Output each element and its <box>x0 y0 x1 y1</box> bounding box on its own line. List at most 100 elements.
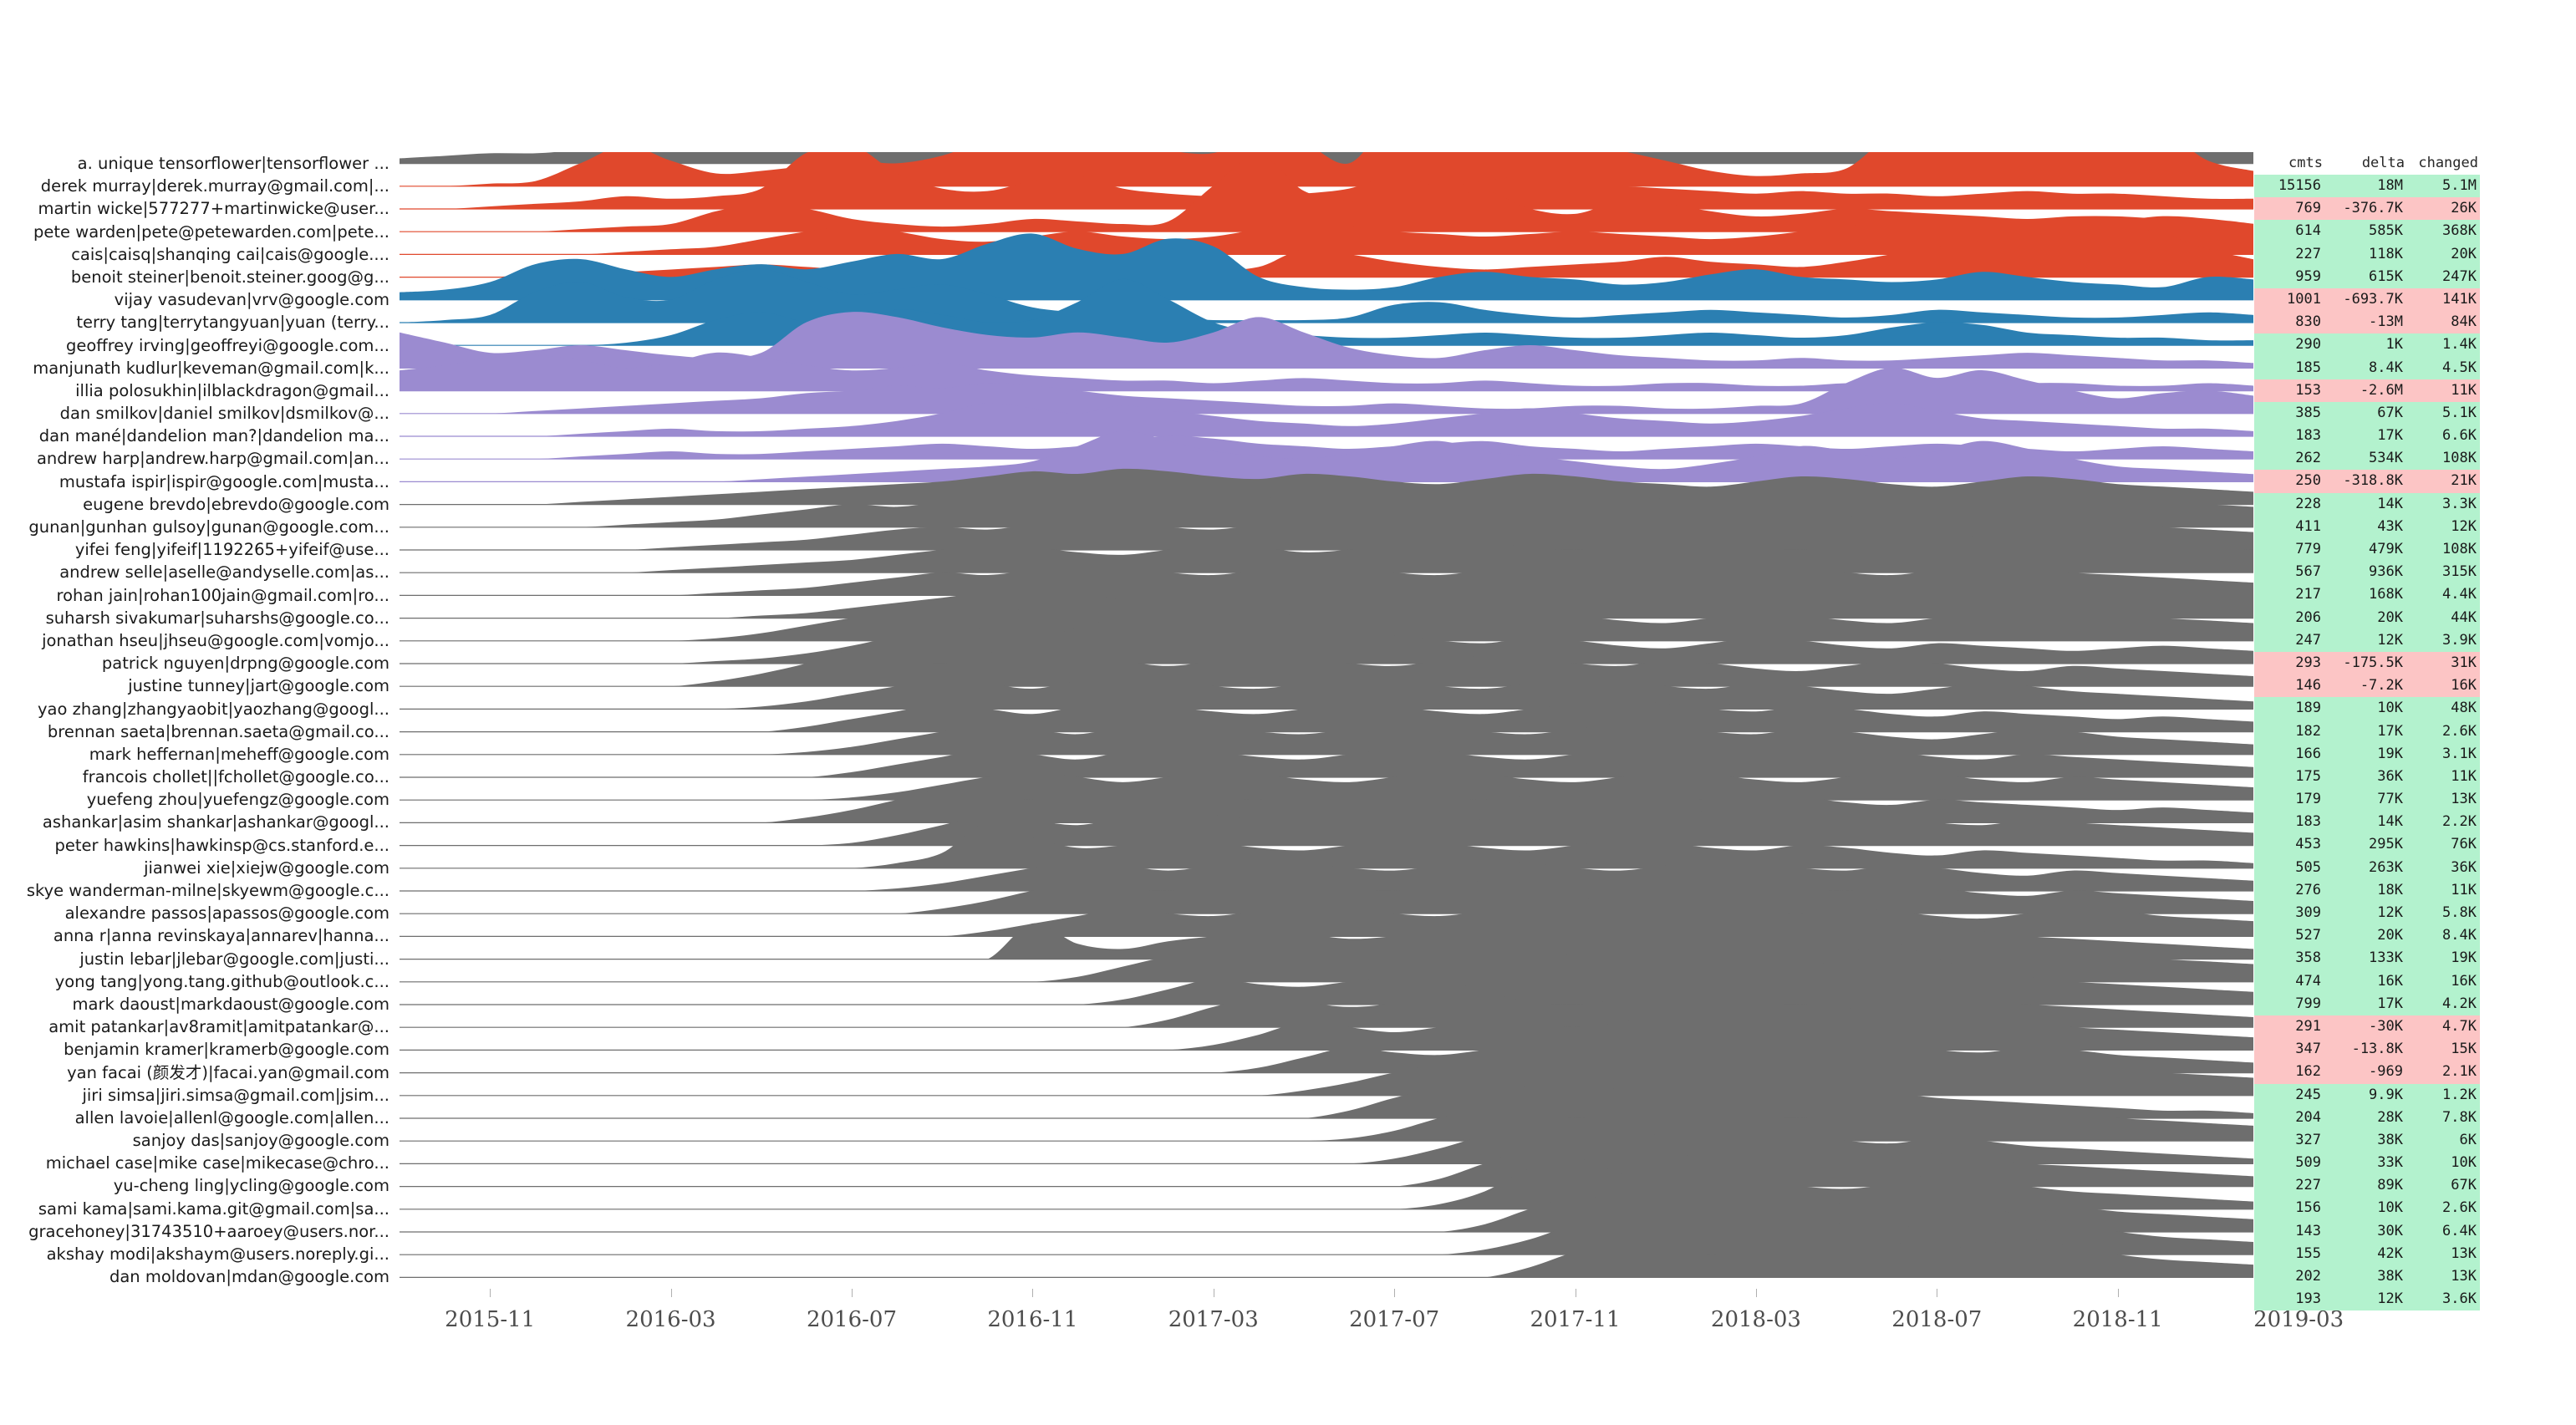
cell-delta: 17K <box>2377 995 2403 1012</box>
row-label: sami kama|sami.kama.git@gmail.com|sa... <box>38 1199 389 1219</box>
cell-cmts: 505 <box>2295 858 2321 876</box>
cell-changed: 26K <box>2451 200 2477 217</box>
table-row: 527 20K 8.4K <box>2254 924 2480 948</box>
cell-delta: -13M <box>2369 313 2403 331</box>
ridgeline-area <box>400 403 2253 436</box>
x-tick-label: 2018-03 <box>1710 1307 1801 1332</box>
cell-cmts: 262 <box>2295 450 2321 467</box>
cell-cmts: 453 <box>2295 836 2321 853</box>
ridgeline-area <box>400 822 2253 868</box>
table-row: 309 12K 5.8K <box>2254 902 2480 925</box>
table-row: 182 17K 2.6K <box>2254 720 2480 743</box>
cell-cmts: 250 <box>2295 472 2321 490</box>
cell-changed: 13K <box>2451 791 2477 808</box>
table-row: 183 17K 6.6K <box>2254 425 2480 448</box>
cell-cmts: 146 <box>2295 677 2321 695</box>
cell-delta: 12K <box>2377 1290 2403 1308</box>
cell-delta: 936K <box>2369 563 2403 581</box>
row-label: anna r|anna revinskaya|annarev|hanna... <box>53 926 389 946</box>
row-label: justine tunney|jart@google.com <box>128 676 389 696</box>
table-row: 179 77K 13K <box>2254 788 2480 812</box>
cell-cmts: 217 <box>2295 586 2321 603</box>
row-label: eugene brevdo|ebrevdo@google.com <box>83 494 389 514</box>
row-label: a. unique tensorflower|tensorflower ... <box>77 154 389 173</box>
cell-cmts: 799 <box>2295 995 2321 1012</box>
ridgeline-area <box>400 312 2253 369</box>
table-row: 358 133K 19K <box>2254 947 2480 970</box>
cell-changed: 247K <box>2442 267 2477 285</box>
ridgeline-area <box>400 216 2253 255</box>
cell-delta: -7.2K <box>2360 677 2403 695</box>
row-label: peter hawkins|hawkinsp@cs.stanford.e... <box>54 835 389 855</box>
cell-delta: 20K <box>2377 608 2403 626</box>
cell-changed: 2.1K <box>2442 1063 2477 1081</box>
cell-changed: 8.4K <box>2442 927 2477 944</box>
table-row: 245 9.9K 1.2K <box>2254 1083 2480 1107</box>
ridgeline-series <box>400 721 2253 756</box>
row-label: benoit steiner|benoit.steiner.goog@g... <box>70 267 389 287</box>
cell-cmts: 385 <box>2295 404 2321 421</box>
cell-cmts: 189 <box>2295 700 2321 717</box>
cell-cmts: 193 <box>2295 1290 2321 1308</box>
cell-cmts: 347 <box>2295 1041 2321 1058</box>
table-row: 293 -175.5K 31K <box>2254 651 2480 675</box>
row-label: patrick nguyen|drpng@google.com <box>101 654 389 674</box>
cell-changed: 67K <box>2451 1177 2477 1194</box>
table-row: 505 263K 36K <box>2254 856 2480 879</box>
ridgeline-area <box>400 860 2253 891</box>
row-label: jiri simsa|jiri.simsa@gmail.com|jsim... <box>82 1085 389 1105</box>
cell-cmts: 185 <box>2295 359 2321 376</box>
cell-delta: 479K <box>2369 541 2403 557</box>
column-header-cmts: cmts <box>2288 155 2323 171</box>
ridgeline-area <box>400 367 2253 414</box>
cell-changed: 44K <box>2451 608 2477 626</box>
ridgeline-area <box>400 534 2253 573</box>
row-label: pete warden|pete@petewarden.com|pete... <box>33 221 389 242</box>
cell-cmts: 779 <box>2295 541 2321 557</box>
cell-changed: 5.1M <box>2442 177 2477 194</box>
table-row: 347 -13.8K 15K <box>2254 1038 2480 1061</box>
cell-changed: 76K <box>2451 836 2477 853</box>
x-axis: 2015-11 2016-03 2016-07 2016-11 2017-03 2017-… <box>400 1289 2344 1339</box>
cell-cmts: 567 <box>2295 563 2321 581</box>
cell-delta: 77K <box>2377 791 2403 808</box>
cell-changed: 2.6K <box>2442 722 2477 740</box>
row-label: michael case|mike case|mikecase@chro... <box>45 1153 389 1173</box>
cell-delta: 14K <box>2377 495 2403 512</box>
cell-changed: 20K <box>2451 245 2477 262</box>
row-label: alexandre passos|apassos@google.com <box>64 903 389 924</box>
row-label: rohan jain|rohan100jain@gmail.com|ro... <box>56 585 390 605</box>
cell-changed: 36K <box>2451 858 2477 876</box>
cell-delta: 12K <box>2377 904 2403 921</box>
ridgeline-area <box>400 943 2253 1005</box>
ridgeline-series <box>400 403 2253 437</box>
x-tick-label: 2016-07 <box>806 1307 897 1332</box>
row-label: cais|caisq|shanqing cai|cais@google.... <box>71 244 389 264</box>
x-tick-mark <box>490 1289 491 1297</box>
cell-changed: 31K <box>2451 654 2477 671</box>
ridgeline-area <box>400 486 2253 527</box>
cell-changed: 10K <box>2451 1154 2477 1172</box>
cell-delta: 28K <box>2377 1108 2403 1126</box>
cell-delta: 118K <box>2369 245 2403 262</box>
cell-delta: 14K <box>2377 813 2403 831</box>
table-row: 153 -2.6M 11K <box>2254 379 2480 402</box>
x-tick-mark <box>1032 1289 1034 1297</box>
row-label: jonathan hseu|jhseu@google.com|vomjo... <box>42 630 389 650</box>
cell-cmts: 166 <box>2295 745 2321 762</box>
table-row: 15156 18M 5.1M <box>2254 175 2480 198</box>
cell-changed: 84K <box>2451 313 2477 331</box>
row-label: allen lavoie|allenl@google.com|allen... <box>74 1107 389 1127</box>
cell-delta: 10K <box>2377 700 2403 717</box>
x-tick-label: 2017-11 <box>1530 1307 1621 1332</box>
table-row: 411 43K 12K <box>2254 515 2480 538</box>
ridgeline-area <box>400 1127 2253 1164</box>
cell-delta: 1K <box>2385 336 2403 354</box>
cell-changed: 4.7K <box>2442 1017 2477 1035</box>
cell-changed: 13K <box>2451 1268 2477 1285</box>
x-tick-mark <box>2117 1289 2119 1297</box>
ridgeline-area <box>400 999 2253 1051</box>
row-label: ashankar|asim shankar|ashankar@googl... <box>42 812 389 832</box>
cell-delta: 36K <box>2377 767 2403 785</box>
table-row: 276 18K 11K <box>2254 878 2480 902</box>
